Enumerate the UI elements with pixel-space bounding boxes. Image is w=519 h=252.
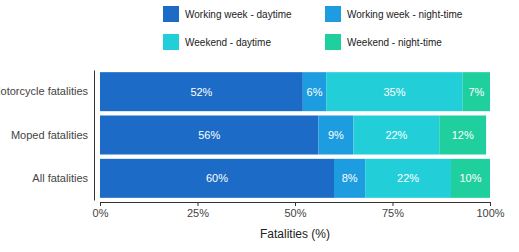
x-axis-title: Fatalities (%)	[260, 227, 330, 241]
y-axis-line	[94, 71, 95, 201]
x-tick-mark	[198, 202, 199, 206]
bar-segment	[354, 116, 440, 155]
bars	[100, 72, 490, 198]
x-tick-label: 100%	[476, 207, 504, 219]
data-label: 52%	[190, 86, 212, 98]
x-tick: 0%	[93, 202, 109, 219]
x-tick: 50%	[284, 202, 306, 219]
data-label: 7%	[468, 86, 484, 98]
legend-swatch	[325, 6, 341, 22]
x-tick: 25%	[187, 202, 209, 219]
data-label: 10%	[459, 172, 481, 184]
legend-item: Weekend - daytime	[163, 34, 271, 50]
y-tick-label: Motorcycle fatalities	[0, 85, 88, 97]
data-label: 60%	[206, 172, 228, 184]
y-tick: All fatalities	[32, 172, 94, 184]
x-axis-line	[101, 203, 491, 207]
x-tick-label: 0%	[93, 207, 109, 219]
legend: Working week - daytime Working week - nig…	[163, 6, 463, 50]
y-tick: Moped fatalities	[11, 129, 94, 141]
x-tick: 100%	[476, 202, 504, 219]
y-axis: Motorcycle fatalities Moped fatalities All…	[0, 71, 95, 201]
x-tick-mark	[393, 202, 394, 206]
data-label: 22%	[397, 172, 419, 184]
x-axis: 0% 25% 50% 75% 100%	[93, 202, 505, 219]
legend-label: Weekend - daytime	[185, 37, 271, 48]
data-label: 35%	[383, 86, 405, 98]
legend-item: Working week - night-time	[325, 6, 463, 22]
legend-label: Working week - daytime	[185, 9, 292, 20]
bar-segment	[463, 72, 490, 111]
x-tick-label: 75%	[382, 207, 404, 219]
data-label: 8%	[342, 172, 358, 184]
x-tick-label: 50%	[284, 207, 306, 219]
x-tick-mark	[490, 202, 491, 206]
x-tick-mark	[295, 202, 296, 206]
data-labels: 52% 6% 35% 7% 56% 9% 22% 12% 60% 8% 22% 10%	[190, 86, 484, 185]
bar-segment	[100, 159, 334, 198]
data-label: 12%	[452, 129, 474, 141]
y-tick-label: Moped fatalities	[11, 129, 89, 141]
data-label: 22%	[385, 129, 407, 141]
y-tick: Motorcycle fatalities	[0, 85, 94, 97]
bar-segment	[334, 159, 365, 198]
bar-segment	[303, 72, 326, 111]
data-label: 6%	[307, 86, 323, 98]
bar-segment	[451, 159, 490, 198]
bar-segment	[326, 72, 463, 111]
legend-label: Weekend - night-time	[347, 37, 442, 48]
bar-segment	[100, 72, 303, 111]
y-tick-label: All fatalities	[32, 172, 88, 184]
bar-segment	[439, 116, 486, 155]
legend-swatch	[163, 34, 179, 50]
data-label: 9%	[328, 129, 344, 141]
x-tick-label: 25%	[187, 207, 209, 219]
legend-swatch	[163, 6, 179, 22]
x-tick-mark	[100, 202, 101, 206]
legend-label: Working week - night-time	[347, 9, 463, 20]
legend-item: Working week - daytime	[163, 6, 292, 22]
legend-item: Weekend - night-time	[325, 34, 442, 50]
bar-segment	[365, 159, 451, 198]
chart: 52% 6% 35% 7% 56% 9% 22% 12% 60% 8% 22% 10% 0% 25% 50%…	[0, 0, 519, 252]
legend-swatch	[325, 34, 341, 50]
x-tick: 75%	[382, 202, 404, 219]
data-label: 56%	[198, 129, 220, 141]
bar-segment	[318, 116, 353, 155]
bar-segment	[100, 116, 318, 155]
